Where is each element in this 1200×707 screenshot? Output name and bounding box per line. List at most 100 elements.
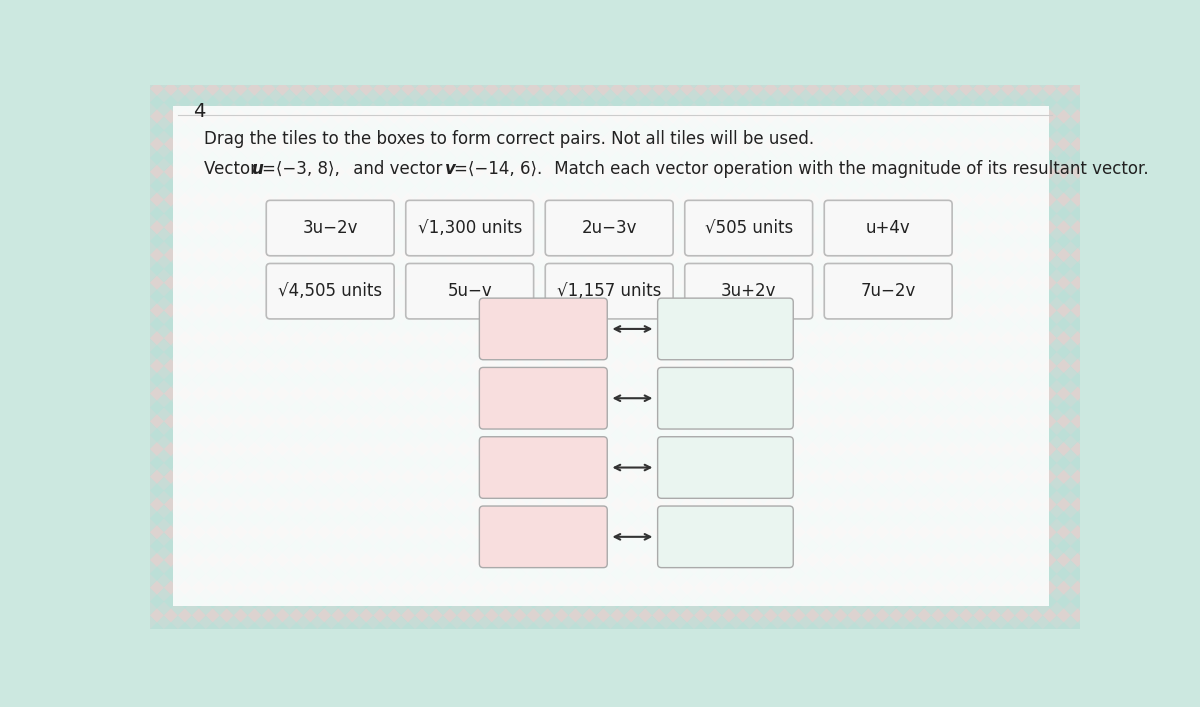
Polygon shape	[554, 283, 582, 310]
Polygon shape	[876, 588, 904, 615]
Polygon shape	[373, 407, 401, 436]
Polygon shape	[1112, 6, 1140, 33]
Polygon shape	[527, 588, 554, 615]
Polygon shape	[792, 75, 820, 103]
Polygon shape	[122, 421, 150, 449]
Polygon shape	[0, 75, 24, 103]
Polygon shape	[24, 532, 53, 560]
Polygon shape	[973, 88, 1001, 117]
Polygon shape	[876, 684, 904, 707]
Polygon shape	[750, 33, 778, 61]
Polygon shape	[1070, 241, 1099, 269]
Polygon shape	[234, 352, 262, 380]
Polygon shape	[541, 643, 569, 671]
Polygon shape	[596, 269, 624, 297]
Polygon shape	[1196, 699, 1200, 707]
Polygon shape	[1085, 338, 1112, 366]
Polygon shape	[485, 380, 512, 407]
Polygon shape	[304, 172, 331, 199]
Polygon shape	[66, 380, 94, 407]
Polygon shape	[304, 615, 331, 643]
Polygon shape	[192, 255, 220, 283]
Polygon shape	[792, 61, 820, 88]
Polygon shape	[805, 144, 834, 172]
Polygon shape	[220, 546, 247, 574]
Polygon shape	[653, 436, 680, 463]
Polygon shape	[1112, 588, 1140, 615]
Polygon shape	[680, 366, 708, 394]
Polygon shape	[346, 117, 373, 144]
Polygon shape	[94, 477, 122, 505]
Polygon shape	[778, 684, 805, 707]
Polygon shape	[0, 463, 11, 491]
Polygon shape	[904, 449, 931, 477]
Polygon shape	[611, 407, 638, 436]
Polygon shape	[722, 325, 750, 352]
Polygon shape	[346, 602, 373, 629]
Polygon shape	[1182, 449, 1200, 477]
Polygon shape	[554, 297, 582, 325]
Polygon shape	[931, 255, 959, 283]
Polygon shape	[1028, 629, 1057, 657]
Polygon shape	[541, 158, 569, 186]
Polygon shape	[0, 47, 11, 75]
Polygon shape	[917, 574, 946, 602]
Polygon shape	[499, 61, 527, 88]
Polygon shape	[541, 227, 569, 255]
Polygon shape	[946, 657, 973, 684]
Polygon shape	[1057, 421, 1085, 449]
Polygon shape	[331, 352, 359, 380]
Polygon shape	[1015, 518, 1043, 546]
Polygon shape	[847, 117, 876, 144]
Polygon shape	[1112, 532, 1140, 560]
Polygon shape	[0, 172, 11, 199]
Polygon shape	[457, 130, 485, 158]
Polygon shape	[1001, 574, 1028, 602]
Polygon shape	[136, 505, 164, 532]
Polygon shape	[262, 629, 289, 657]
Polygon shape	[1015, 352, 1043, 380]
Polygon shape	[415, 186, 443, 214]
Polygon shape	[108, 75, 136, 103]
Polygon shape	[792, 352, 820, 380]
Polygon shape	[150, 0, 178, 19]
Polygon shape	[150, 671, 178, 699]
Polygon shape	[611, 0, 638, 19]
Polygon shape	[192, 629, 220, 657]
Polygon shape	[1028, 269, 1057, 297]
Polygon shape	[959, 436, 986, 463]
Polygon shape	[876, 0, 904, 19]
Polygon shape	[1154, 186, 1182, 214]
Polygon shape	[946, 699, 973, 707]
Polygon shape	[1070, 172, 1099, 199]
Polygon shape	[317, 407, 346, 436]
Polygon shape	[220, 602, 247, 629]
Polygon shape	[904, 380, 931, 407]
Polygon shape	[122, 657, 150, 684]
Polygon shape	[959, 338, 986, 366]
Polygon shape	[1043, 518, 1070, 546]
Polygon shape	[430, 394, 457, 421]
Polygon shape	[904, 6, 931, 33]
Polygon shape	[499, 436, 527, 463]
Polygon shape	[834, 117, 862, 144]
Polygon shape	[122, 75, 150, 103]
Polygon shape	[276, 199, 304, 227]
Polygon shape	[1070, 421, 1099, 449]
Polygon shape	[959, 61, 986, 88]
Polygon shape	[931, 699, 959, 707]
Polygon shape	[485, 629, 512, 657]
Polygon shape	[820, 47, 847, 75]
Polygon shape	[1112, 699, 1140, 707]
Polygon shape	[94, 283, 122, 310]
Polygon shape	[1015, 643, 1043, 671]
Polygon shape	[666, 588, 694, 615]
Polygon shape	[946, 560, 973, 588]
Polygon shape	[457, 227, 485, 255]
Polygon shape	[764, 546, 792, 574]
Polygon shape	[889, 199, 917, 227]
Polygon shape	[1154, 657, 1182, 684]
Polygon shape	[1028, 477, 1057, 505]
Polygon shape	[289, 615, 317, 643]
Polygon shape	[596, 297, 624, 325]
